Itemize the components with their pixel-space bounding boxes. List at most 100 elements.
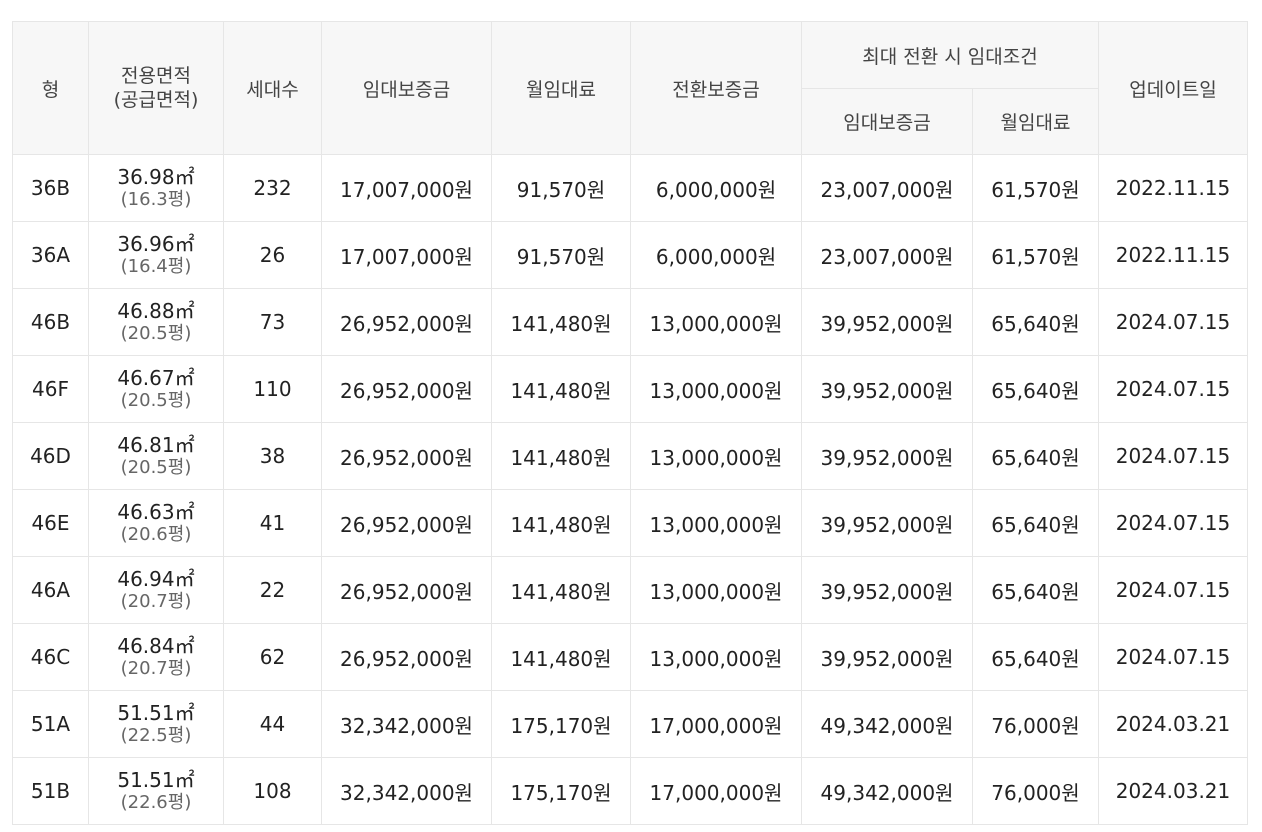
cell-area-value: 46.63㎡: [117, 499, 195, 524]
table-row: 46F 46.67㎡ (20.5평) 110 26,952,000원 141,480원 13…: [12, 355, 1248, 423]
cell-area: 46.94㎡ (20.7평): [88, 556, 224, 624]
cell-area: 46.63㎡ (20.6평): [88, 489, 224, 557]
cell-monthly-rent: 141,480원: [491, 288, 631, 356]
cell-deposit: 26,952,000원: [321, 556, 492, 624]
cell-updated: 2024.03.21: [1098, 757, 1248, 825]
cell-households: 110: [223, 355, 322, 423]
cell-max-monthly-rent: 76,000원: [972, 757, 1099, 825]
cell-conversion-deposit: 13,000,000원: [630, 489, 802, 557]
cell-max-deposit: 23,007,000원: [801, 221, 973, 289]
cell-area-pyeong: (16.3평): [120, 188, 192, 210]
cell-max-monthly-rent: 65,640원: [972, 556, 1099, 624]
cell-max-monthly-rent: 65,640원: [972, 355, 1099, 423]
cell-area-value: 46.84㎡: [117, 633, 195, 658]
cell-conversion-deposit: 17,000,000원: [630, 690, 802, 758]
cell-conversion-deposit: 13,000,000원: [630, 355, 802, 423]
table-row: 46A 46.94㎡ (20.7평) 22 26,952,000원 141,480원 13,…: [12, 556, 1248, 624]
header-max-deposit: 임대보증금: [801, 88, 973, 155]
cell-area: 46.67㎡ (20.5평): [88, 355, 224, 423]
cell-area: 46.88㎡ (20.5평): [88, 288, 224, 356]
header-max-monthly-rent: 월임대료: [972, 88, 1099, 155]
cell-area: 46.84㎡ (20.7평): [88, 623, 224, 691]
cell-area-value: 36.96㎡: [117, 231, 195, 256]
cell-area-value: 46.94㎡: [117, 566, 195, 591]
cell-conversion-deposit: 6,000,000원: [630, 221, 802, 289]
cell-deposit: 17,007,000원: [321, 221, 492, 289]
cell-type: 46E: [12, 489, 89, 557]
cell-households: 73: [223, 288, 322, 356]
cell-max-monthly-rent: 61,570원: [972, 154, 1099, 222]
header-area: 전용면적 (공급면적): [88, 21, 224, 155]
table-row: 36A 36.96㎡ (16.4평) 26 17,007,000원 91,570원 6,00…: [12, 221, 1248, 289]
cell-deposit: 26,952,000원: [321, 623, 492, 691]
cell-area: 36.96㎡ (16.4평): [88, 221, 224, 289]
cell-households: 62: [223, 623, 322, 691]
cell-area-pyeong: (22.5평): [120, 724, 192, 746]
cell-monthly-rent: 175,170원: [491, 757, 631, 825]
table-row: 46E 46.63㎡ (20.6평) 41 26,952,000원 141,480원 13,…: [12, 489, 1248, 557]
cell-conversion-deposit: 6,000,000원: [630, 154, 802, 222]
cell-area: 46.81㎡ (20.5평): [88, 422, 224, 490]
table-row: 46B 46.88㎡ (20.5평) 73 26,952,000원 141,480원 13,…: [12, 288, 1248, 356]
header-updated: 업데이트일: [1098, 21, 1248, 155]
cell-monthly-rent: 141,480원: [491, 623, 631, 691]
header-deposit: 임대보증금: [321, 21, 492, 155]
cell-type: 36B: [12, 154, 89, 222]
cell-max-deposit: 39,952,000원: [801, 422, 973, 490]
cell-updated: 2024.07.15: [1098, 355, 1248, 423]
cell-max-deposit: 39,952,000원: [801, 355, 973, 423]
cell-households: 26: [223, 221, 322, 289]
rental-conditions-table: 형 전용면적 (공급면적) 세대수 임대보증금 월임대료 전환보증금 최대 전환…: [12, 21, 1248, 825]
cell-updated: 2024.03.21: [1098, 690, 1248, 758]
cell-max-monthly-rent: 76,000원: [972, 690, 1099, 758]
cell-max-deposit: 49,342,000원: [801, 757, 973, 825]
table-body: 36B 36.98㎡ (16.3평) 232 17,007,000원 91,570원 6,0…: [12, 154, 1248, 825]
cell-area-value: 46.81㎡: [117, 432, 195, 457]
table-row: 46C 46.84㎡ (20.7평) 62 26,952,000원 141,480원 13,…: [12, 623, 1248, 691]
header-monthly-rent: 월임대료: [491, 21, 631, 155]
cell-monthly-rent: 141,480원: [491, 422, 631, 490]
cell-area-pyeong: (20.7평): [120, 590, 192, 612]
cell-type: 51B: [12, 757, 89, 825]
cell-max-deposit: 39,952,000원: [801, 489, 973, 557]
header-area-exclusive: 전용면적: [121, 65, 191, 87]
cell-monthly-rent: 141,480원: [491, 556, 631, 624]
cell-updated: 2022.11.15: [1098, 154, 1248, 222]
cell-max-monthly-rent: 61,570원: [972, 221, 1099, 289]
cell-conversion-deposit: 13,000,000원: [630, 288, 802, 356]
cell-max-deposit: 39,952,000원: [801, 288, 973, 356]
cell-area-value: 36.98㎡: [117, 164, 195, 189]
cell-monthly-rent: 91,570원: [491, 221, 631, 289]
table-row: 36B 36.98㎡ (16.3평) 232 17,007,000원 91,570원 6,0…: [12, 154, 1248, 222]
rental-conditions-table-wrapper: 형 전용면적 (공급면적) 세대수 임대보증금 월임대료 전환보증금 최대 전환…: [12, 21, 1248, 825]
cell-deposit: 26,952,000원: [321, 489, 492, 557]
cell-households: 232: [223, 154, 322, 222]
header-area-supply: (공급면적): [113, 89, 199, 111]
cell-conversion-deposit: 13,000,000원: [630, 422, 802, 490]
table-row: 51A 51.51㎡ (22.5평) 44 32,342,000원 175,170원 17,…: [12, 690, 1248, 758]
cell-max-monthly-rent: 65,640원: [972, 489, 1099, 557]
table-header: 형 전용면적 (공급면적) 세대수 임대보증금 월임대료 전환보증금 최대 전환…: [12, 21, 1248, 155]
cell-max-monthly-rent: 65,640원: [972, 422, 1099, 490]
cell-updated: 2024.07.15: [1098, 288, 1248, 356]
cell-monthly-rent: 141,480원: [491, 489, 631, 557]
cell-area-value: 51.51㎡: [117, 767, 195, 792]
cell-type: 36A: [12, 221, 89, 289]
cell-area-pyeong: (22.6평): [120, 791, 192, 813]
cell-area: 51.51㎡ (22.5평): [88, 690, 224, 758]
header-row-bottom: 임대보증금 월임대료: [13, 88, 1248, 155]
cell-updated: 2024.07.15: [1098, 623, 1248, 691]
cell-monthly-rent: 91,570원: [491, 154, 631, 222]
cell-deposit: 32,342,000원: [321, 757, 492, 825]
cell-area-value: 51.51㎡: [117, 700, 195, 725]
cell-deposit: 32,342,000원: [321, 690, 492, 758]
cell-area: 36.98㎡ (16.3평): [88, 154, 224, 222]
cell-max-deposit: 39,952,000원: [801, 556, 973, 624]
cell-conversion-deposit: 17,000,000원: [630, 757, 802, 825]
cell-max-deposit: 49,342,000원: [801, 690, 973, 758]
cell-type: 46D: [12, 422, 89, 490]
cell-area-pyeong: (20.7평): [120, 657, 192, 679]
header-row-top: 형 전용면적 (공급면적) 세대수 임대보증금 월임대료 전환보증금 최대 전환…: [12, 21, 1248, 155]
cell-type: 51A: [12, 690, 89, 758]
table-row: 51B 51.51㎡ (22.6평) 108 32,342,000원 175,170원 17…: [12, 757, 1248, 825]
